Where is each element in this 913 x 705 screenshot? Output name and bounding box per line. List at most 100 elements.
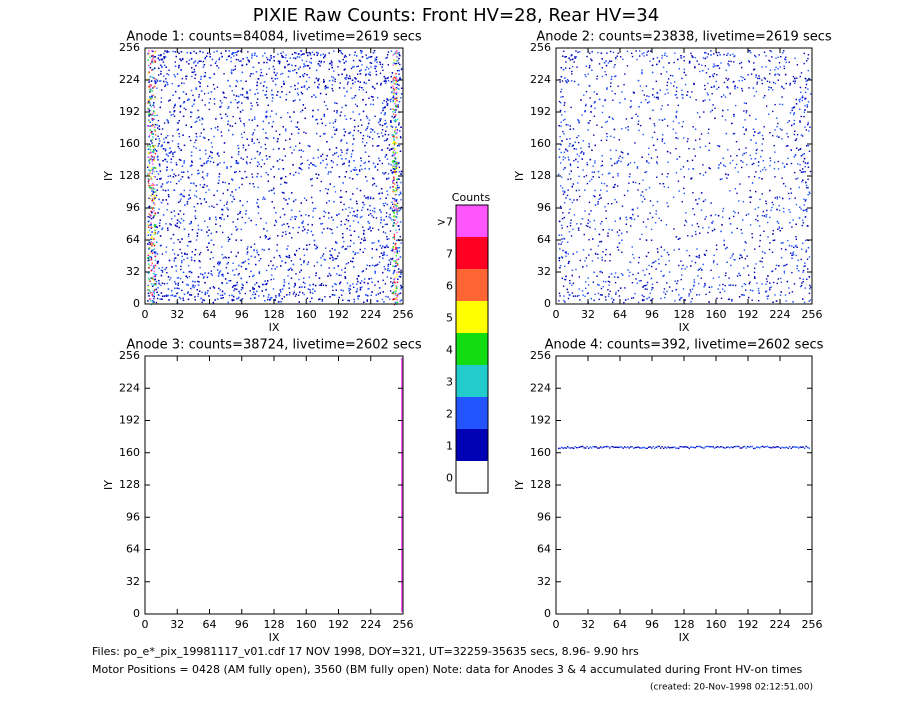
pixel — [384, 133, 386, 136]
pixel — [196, 232, 199, 234]
pixel — [324, 86, 326, 88]
pixel — [157, 155, 159, 157]
pixel — [393, 160, 396, 163]
pixel — [362, 99, 364, 101]
pixel — [155, 225, 158, 228]
pixel — [387, 173, 390, 175]
pixel — [394, 190, 396, 193]
pixel — [202, 51, 204, 54]
pixel — [218, 287, 220, 290]
pixel — [352, 59, 355, 62]
pixel — [236, 80, 239, 83]
pixel — [379, 118, 381, 120]
pixel — [166, 81, 169, 84]
pixel — [347, 215, 349, 217]
pixel — [370, 66, 372, 68]
pixel — [395, 290, 397, 292]
pixel — [150, 259, 152, 262]
pixel — [210, 251, 213, 253]
pixel — [153, 149, 155, 152]
pixel — [396, 199, 398, 201]
pixel — [364, 247, 366, 250]
pixel — [267, 58, 269, 61]
pixel — [149, 207, 152, 209]
pixel — [149, 104, 152, 106]
pixel — [345, 208, 347, 210]
pixel — [321, 153, 324, 156]
pixel — [265, 222, 267, 224]
pixel — [331, 166, 333, 169]
pixel — [160, 145, 162, 148]
pixel — [392, 189, 395, 191]
pixel — [189, 270, 191, 273]
pixel — [301, 109, 304, 112]
pixel — [154, 67, 156, 69]
pixel — [215, 216, 217, 218]
pixel — [202, 136, 205, 139]
pixel — [151, 139, 153, 141]
pixel — [153, 86, 155, 88]
pixel — [316, 51, 318, 54]
pixel — [252, 293, 254, 296]
pixel — [340, 274, 342, 277]
pixel — [386, 147, 389, 149]
pixel — [174, 65, 177, 67]
pixel — [301, 286, 303, 288]
pixel — [359, 287, 362, 289]
pixel — [231, 69, 233, 71]
pixel — [309, 291, 312, 294]
pixel — [254, 93, 256, 95]
pixel — [390, 249, 393, 252]
pixel — [345, 218, 348, 221]
pixel — [271, 77, 273, 80]
pixel — [396, 294, 399, 296]
pixel — [283, 281, 286, 283]
pixel — [346, 152, 348, 155]
pixel — [196, 289, 198, 291]
pixel — [395, 52, 398, 55]
pixel — [147, 72, 150, 74]
pixel — [216, 50, 218, 53]
pixel — [267, 180, 270, 182]
pixel — [323, 210, 325, 213]
pixel — [241, 287, 244, 289]
pixel — [395, 187, 398, 190]
pixel — [185, 124, 187, 126]
pixel — [177, 284, 179, 286]
pixel — [372, 184, 374, 186]
pixel — [153, 289, 156, 291]
pixel — [148, 173, 150, 175]
pixel — [327, 275, 329, 277]
pixel — [314, 290, 316, 292]
pixel — [317, 174, 320, 176]
pixel — [241, 71, 244, 74]
pixel — [341, 106, 343, 109]
pixel — [148, 255, 151, 258]
pixel — [360, 238, 363, 240]
pixel — [345, 78, 347, 80]
pixel — [152, 202, 155, 204]
pixel — [343, 134, 346, 137]
pixel — [368, 97, 370, 100]
pixel — [284, 56, 287, 59]
pixel — [314, 165, 317, 168]
pixel — [309, 145, 311, 148]
pixel — [235, 229, 238, 231]
pixel — [150, 176, 152, 178]
pixel — [377, 239, 380, 242]
pixel — [289, 232, 291, 234]
pixel — [364, 69, 367, 71]
pixel — [347, 262, 350, 264]
pixel — [383, 219, 385, 221]
pixel — [368, 136, 371, 138]
pixel — [215, 118, 217, 120]
pixel — [150, 257, 153, 259]
pixel — [320, 60, 323, 63]
pixel — [395, 98, 397, 101]
pixel — [149, 90, 152, 92]
pixel — [172, 113, 174, 116]
pixel — [201, 165, 204, 167]
pixel — [161, 128, 164, 130]
pixel — [199, 251, 202, 254]
pixel — [147, 239, 150, 242]
